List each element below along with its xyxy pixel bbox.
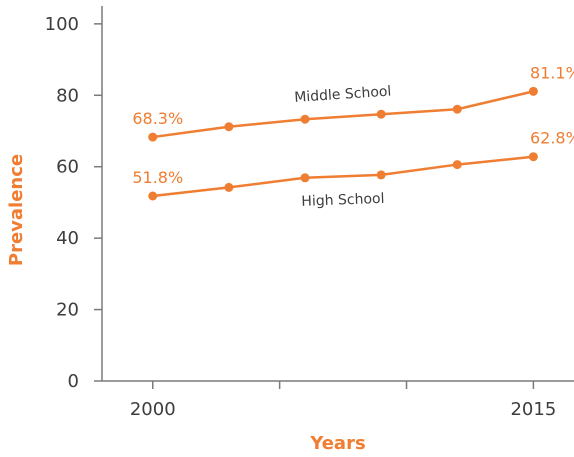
y-tick-label: 100 xyxy=(45,14,79,35)
data-point xyxy=(528,86,538,96)
y-axis-title: Prevalence xyxy=(6,154,27,266)
data-point xyxy=(528,152,538,162)
y-tick-label: 40 xyxy=(56,228,79,249)
x-axis-title: Years xyxy=(309,433,365,454)
data-label: 68.3% xyxy=(132,109,183,128)
y-tick-label: 80 xyxy=(56,85,79,106)
data-point xyxy=(300,173,310,183)
axes xyxy=(101,6,574,382)
y-tick-labels: 0 20 40 60 80 100 xyxy=(45,14,102,392)
y-tick-label: 20 xyxy=(56,300,79,321)
x-tick-labels: 2000 2015 xyxy=(130,381,556,420)
data-point xyxy=(224,122,234,132)
data-point xyxy=(376,109,386,119)
series-high-school: 51.8% 62.8% High School xyxy=(132,129,574,210)
y-tick-label: 0 xyxy=(68,371,79,392)
series-line xyxy=(152,155,534,198)
data-point xyxy=(148,132,158,142)
x-tick-label: 2015 xyxy=(510,399,556,420)
series-layer: 68.3% 81.1% Middle School 51.8% 62.8% High Sc… xyxy=(132,63,574,210)
y-tick-label: 60 xyxy=(56,157,79,178)
data-label: 51.8% xyxy=(132,168,183,187)
series-name-label: Middle School xyxy=(294,84,392,106)
series-middle-school: 68.3% 81.1% Middle School xyxy=(132,63,574,142)
data-point xyxy=(452,104,462,114)
data-point xyxy=(452,160,462,170)
x-tick-label: 2000 xyxy=(130,399,176,420)
series-name-label: High School xyxy=(301,191,385,210)
data-point xyxy=(300,114,310,124)
data-point xyxy=(148,191,158,201)
data-label: 62.8% xyxy=(530,129,574,148)
data-point xyxy=(224,182,234,192)
series-line xyxy=(152,90,534,139)
data-label: 81.1% xyxy=(530,63,574,82)
data-point xyxy=(376,170,386,180)
